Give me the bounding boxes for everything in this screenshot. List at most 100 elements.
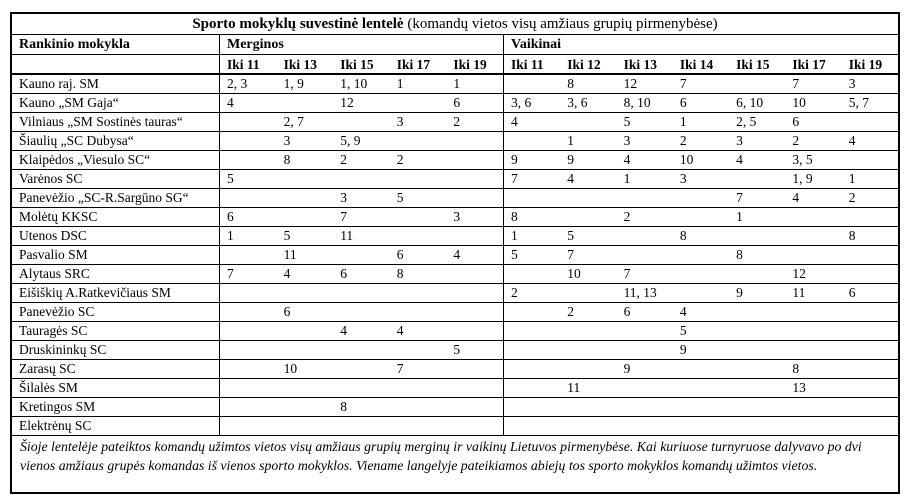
girls-placement-cell (446, 227, 503, 245)
boys-placement-cell: 7 (679, 76, 687, 91)
boys-placement-cell: 7 (511, 171, 518, 186)
school-name-cell: Utenos DSC (12, 227, 220, 245)
girls-placement-cell: 1, 9 (283, 76, 304, 91)
boys-placement-cell: 4 (679, 304, 687, 319)
table-row: Utenos DSC 1 5 11 1 5 8 8 (12, 227, 898, 246)
table-footnote: Šioje lentelėje pateiktos komandų užimto… (20, 439, 862, 473)
boys-age-column-header: Iki 19 (848, 57, 883, 72)
boys-placement-cell: 7 (792, 76, 800, 91)
boys-placement-cell (729, 265, 785, 283)
girls-placement-cell: 3 (396, 114, 404, 129)
school-name-cell: Elektrėnų SC (12, 417, 220, 435)
girls-placement-cell (333, 379, 390, 397)
boys-placements-section: 8 12 7 7 3 (504, 75, 898, 93)
boys-placement-cell: 6, 10 (736, 95, 764, 110)
sports-schools-summary-table: Sporto mokyklų suvestinė lentelė (komand… (10, 12, 900, 494)
boys-placement-cell: 4 (792, 190, 800, 205)
girls-placement-cell (333, 284, 390, 302)
girls-placement-cell (277, 379, 334, 397)
boys-placement-cell: 1 (679, 114, 687, 129)
girls-placement-cell (277, 208, 334, 226)
boys-placement-cell: 12 (623, 76, 638, 91)
boys-placement-cell (729, 379, 785, 397)
boys-placement-cell (842, 151, 898, 169)
boys-placement-cell (785, 303, 841, 321)
school-name-cell: Varėnos SC (12, 170, 220, 188)
girls-placement-cell: 5 (396, 190, 404, 205)
girls-placements-section: 4 12 6 (220, 94, 504, 112)
boys-placement-cell (785, 227, 841, 245)
boys-placement-cell (504, 341, 560, 359)
girls-placement-cell: 4 (227, 95, 234, 110)
boys-placement-cell: 6 (679, 95, 687, 110)
boys-placement-cell: 4 (511, 114, 518, 129)
boys-placement-cell (673, 265, 729, 283)
girls-placements-section (220, 379, 504, 397)
girls-placement-cell (446, 170, 503, 188)
girls-placement-cell (390, 341, 447, 359)
boys-placement-cell: 1 (511, 228, 518, 243)
boys-placement-cell (504, 322, 560, 340)
boys-placement-cell: 8 (511, 209, 518, 224)
girls-placement-cell (220, 151, 277, 169)
boys-placement-cell (673, 189, 729, 207)
table-row: Molėtų KKSC 6 7 3 8 2 1 (12, 208, 898, 227)
boys-placement-cell: 2 (848, 190, 856, 205)
girls-placement-cell: 5 (227, 171, 234, 186)
girls-placements-section: 7 4 6 8 (220, 265, 504, 283)
boys-placement-cell: 4 (567, 171, 575, 186)
girls-placement-cell (333, 113, 390, 131)
table-row: Klaipėdos „Viesulo SC“ 8 2 2 9 9 4 10 4 3, 5 (12, 151, 898, 170)
girls-placement-cell (220, 303, 277, 321)
table-title-main: Sporto mokyklų suvestinė lentelė (192, 16, 404, 32)
boys-placement-cell (842, 379, 898, 397)
boys-placement-cell: 3 (679, 171, 687, 186)
school-name-cell: Zarasų SC (12, 360, 220, 378)
boys-placement-cell: 3, 6 (567, 95, 588, 110)
boys-placement-cell (673, 246, 729, 264)
boys-placement-cell (560, 341, 616, 359)
girls-placements-section: 2, 3 1, 9 1, 10 1 1 (220, 75, 504, 93)
boys-placement-cell (785, 398, 841, 416)
girls-placement-cell: 7 (396, 361, 404, 376)
boys-placement-cell (504, 417, 560, 435)
boys-placement-cell (560, 398, 616, 416)
boys-placement-cell (673, 417, 729, 435)
table-title: Sporto mokyklų suvestinė lentelė (komand… (12, 14, 898, 35)
girls-placement-cell: 2 (453, 114, 461, 129)
boys-placement-cell: 6 (848, 285, 856, 300)
girls-placements-section: 5 (220, 341, 504, 359)
boys-placement-cell (842, 398, 898, 416)
girls-placement-cell: 11 (340, 228, 354, 243)
table-row: Alytaus SRC 7 4 6 8 10 7 12 (12, 265, 898, 284)
school-name-cell: Panevėžio „SC-R.Sargūno SG“ (12, 189, 220, 207)
girls-placement-cell: 3 (283, 133, 291, 148)
girls-placement-cell: 2 (340, 152, 347, 167)
girls-placements-section: 3 5, 9 (220, 132, 504, 150)
girls-placement-cell: 1, 10 (340, 76, 368, 91)
girls-placement-cell (333, 303, 390, 321)
girls-placement-cell (277, 341, 334, 359)
boys-group-header: Vaikinai (504, 35, 898, 54)
girls-placement-cell (390, 94, 447, 112)
girls-placement-cell (390, 170, 447, 188)
boys-placement-cell (729, 303, 785, 321)
girls-placement-cell (390, 417, 447, 435)
girls-placement-cell (220, 360, 277, 378)
girls-placement-cell: 5 (283, 228, 291, 243)
girls-placement-cell (446, 303, 503, 321)
boys-placement-cell (785, 246, 841, 264)
girls-group-label: Merginos (227, 37, 284, 52)
girls-placement-cell (446, 284, 503, 302)
girls-placement-cell (390, 379, 447, 397)
girls-age-column-header: Iki 15 (340, 57, 374, 72)
boys-placement-cell (842, 265, 898, 283)
girls-placement-cell: 5, 9 (340, 133, 361, 148)
boys-placement-cell: 11 (792, 285, 806, 300)
girls-placement-cell (333, 246, 390, 264)
girls-placements-section: 5 (220, 170, 504, 188)
girls-placement-cell: 6 (340, 266, 347, 281)
table-row: Kretingos SM 8 (12, 398, 898, 417)
boys-placement-cell: 3, 5 (792, 152, 813, 167)
girls-placement-cell: 10 (283, 361, 298, 376)
